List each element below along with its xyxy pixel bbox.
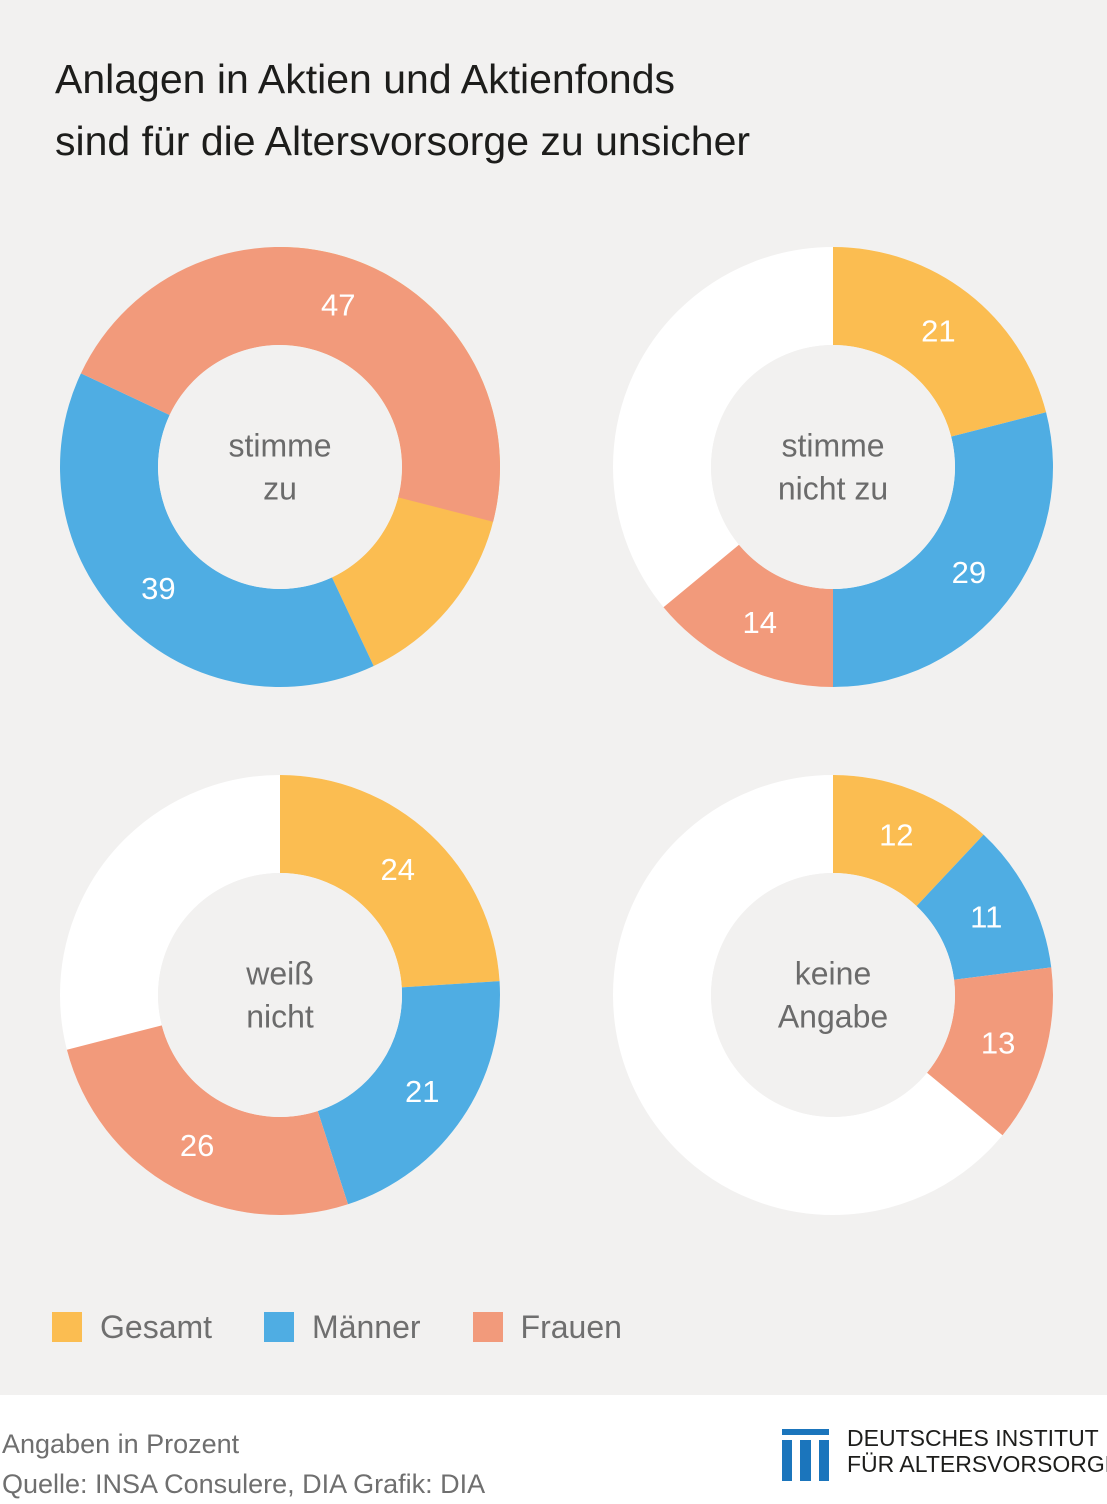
legend-label-gesamt: Gesamt: [100, 1308, 213, 1345]
legend-label-frauen: Frauen: [520, 1308, 622, 1345]
footer-notes: Angaben in Prozent Quelle: INSA Consuler…: [2, 1424, 485, 1504]
title-line-2: sind für die Altersvorsorge zu unsicher: [55, 118, 751, 164]
legend-swatch-gesamt: [52, 1312, 82, 1342]
donut-weiss-nicht: 24 21 26 weiß nicht: [60, 775, 500, 1215]
donut-hole: [711, 345, 955, 589]
segment-maenner: [317, 981, 500, 1205]
value-label-frauen: 13: [981, 1025, 1015, 1060]
value-label-maenner: 21: [405, 1074, 439, 1109]
center-label-line-1: weiß: [245, 956, 314, 992]
infographic-panel: Anlagen in Aktien und Aktienfonds sind f…: [0, 0, 1107, 1395]
legend-swatch-maenner: [264, 1312, 295, 1342]
center-label-line-1: stimme: [228, 428, 331, 464]
legend: Gesamt Männer Frauen: [52, 1302, 674, 1352]
logo-text: DEUTSCHES INSTITUT FÜR ALTERSVORSORGE: [847, 1425, 1107, 1477]
center-label-line-2: zu: [263, 471, 297, 507]
logo-line-2: FÜR ALTERSVORSORGE: [847, 1451, 1107, 1477]
segment-gesamt: [833, 775, 984, 907]
dia-logo: DEUTSCHES INSTITUT FÜR ALTERSVORSORGE: [782, 1425, 1107, 1481]
institute-columns-icon: [782, 1429, 829, 1481]
legend-swatch-frauen: [472, 1312, 503, 1342]
logo-line-1: DEUTSCHES INSTITUT: [847, 1425, 1099, 1451]
value-label-maenner: 11: [970, 899, 1002, 934]
donut-hole: [158, 873, 402, 1117]
center-label-line-2: nicht: [246, 999, 314, 1035]
donut-keine-angabe: 12 11 13 keine Angabe: [613, 775, 1053, 1215]
donut-hole: [158, 345, 402, 589]
source-credit: Quelle: INSA Consulere, DIA Grafik: DIA: [2, 1469, 486, 1499]
legend-item-maenner: Männer: [264, 1309, 421, 1346]
segment-maenner: [833, 412, 1053, 687]
value-label-frauen: 47: [321, 288, 355, 323]
segment-frauen: [66, 1025, 348, 1215]
unit-note: Angaben in Prozent: [2, 1429, 240, 1459]
segment-maenner: [916, 834, 1052, 980]
value-label-maenner: 39: [141, 571, 175, 606]
value-label-gesamt: 21: [921, 314, 955, 349]
donut-stimme-nicht-zu: 21 29 14 stimme nicht zu: [613, 247, 1053, 687]
donut-stimme-zu: 433947stimmezu: [60, 247, 500, 687]
value-label-gesamt: 24: [380, 852, 414, 887]
center-label-line-1: keine: [795, 956, 872, 992]
center-label-line-2: nicht zu: [778, 471, 888, 507]
center-label-line-2: Angabe: [778, 999, 888, 1035]
segment-frauen: [927, 967, 1053, 1136]
segment-gesamt: [280, 775, 500, 988]
segment-maenner: [60, 373, 374, 687]
legend-item-gesamt: Gesamt: [52, 1309, 212, 1346]
title-line-1: Anlagen in Aktien und Aktienfonds: [55, 56, 676, 102]
segment-frauen: [80, 247, 500, 522]
value-label-gesamt: 12: [879, 818, 913, 853]
legend-item-frauen: Frauen: [472, 1308, 622, 1346]
value-label-maenner: 29: [952, 555, 986, 590]
value-label-frauen: 26: [180, 1128, 214, 1163]
segment-gesamt: [833, 247, 1047, 437]
value-label-frauen: 14: [743, 605, 777, 640]
segment-frauen: [663, 544, 833, 687]
legend-label-maenner: Männer: [312, 1308, 421, 1345]
donut-hole: [711, 873, 955, 1117]
chart-title: Anlagen in Aktien und Aktienfonds sind f…: [55, 48, 1055, 172]
center-label-line-1: stimme: [781, 428, 884, 464]
